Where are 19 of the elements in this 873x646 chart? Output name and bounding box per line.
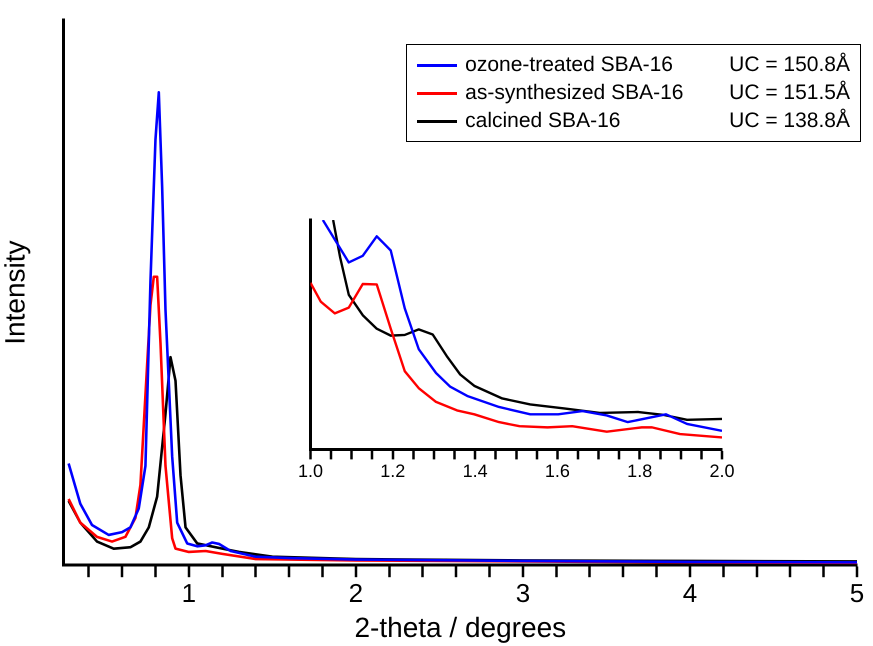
y-axis-title: Intensity [0,240,31,345]
x-tick-label: 4 [682,578,698,608]
annotation: UC = 138.8Å [729,108,850,134]
x-tick-label: 1.0 [298,461,324,482]
legend-label: ozone-treated SBA-16 [465,52,674,78]
text: UC = 150.8Å [729,52,850,78]
x-tick-label: 1.6 [544,461,570,482]
x-tick-label: 3 [516,578,530,608]
legend-label: as-synthesized SBA-16 [465,80,684,106]
x-tick-label: 1.2 [380,461,406,482]
x-axis-title: 2-theta / degrees [354,612,566,643]
x-tick-label: 5 [850,578,864,608]
x-tick-label: 2 [348,578,364,608]
x-tick-label: 2.0 [709,461,735,482]
x-tick-label: 1.4 [462,461,488,482]
annotation: UC = 151.5Å [729,80,850,106]
x-tick-label: 1 [182,578,196,608]
legend-label: calcined SBA-16 [465,108,622,134]
x-tick-label: 1.8 [627,461,652,482]
